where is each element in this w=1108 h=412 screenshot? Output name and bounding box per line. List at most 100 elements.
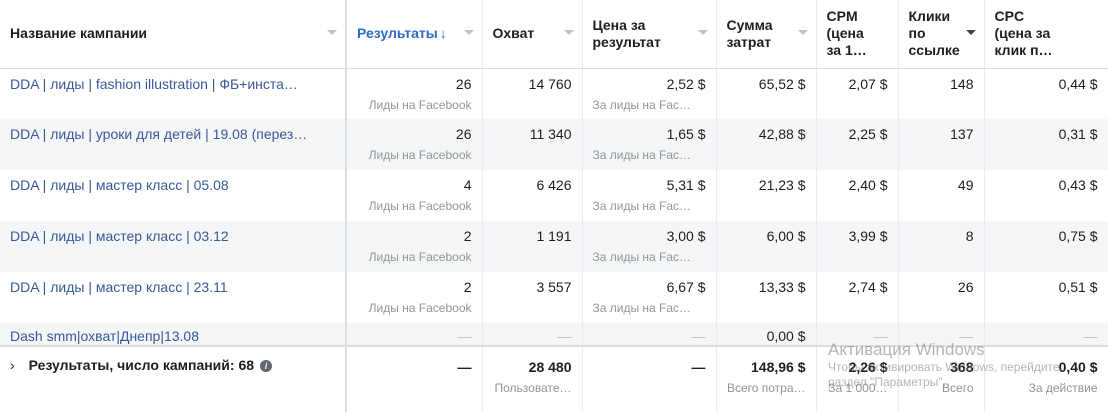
cost-per-result-cell: 2,52 $За лиды на Fac… [582, 68, 716, 119]
cpc-cell: 0,75 $ [984, 221, 1108, 272]
campaign-name-link[interactable]: DDA | лиды | мастер класс | 23.11 [10, 279, 335, 295]
table-row[interactable]: DDA | лиды | мастер класс | 23.11 2 Лиды … [0, 272, 1108, 323]
link-clicks-cell: 8 [898, 221, 984, 272]
summary-cpm-cell: 2,26 $ За 1 000… [816, 346, 898, 412]
reach-cell: 6 426 [482, 170, 582, 221]
summary-cpm-value: 2,26 $ [827, 359, 888, 376]
column-header-cost-per-result[interactable]: Цена за результат [582, 0, 716, 68]
results-value: — [357, 328, 472, 345]
sort-desc-icon[interactable]: ↓ [440, 25, 447, 41]
header-label-line1: CPM [827, 8, 888, 25]
cpm-value: — [827, 328, 888, 345]
header-label: Результаты [357, 25, 438, 41]
results-type: Лиды на Facebook [357, 301, 472, 316]
link-clicks-value: 8 [909, 228, 974, 245]
link-clicks-value: 148 [909, 76, 974, 93]
link-clicks-value: — [909, 328, 974, 345]
cpc-cell: 0,43 $ [984, 170, 1108, 221]
cost-per-result-value: 6,67 $ [593, 279, 706, 296]
summary-amount-spent-value: 148,96 $ [727, 359, 806, 376]
column-header-link-clicks[interactable]: Клики по ссылке [898, 0, 984, 68]
table-row[interactable]: DDA | лиды | уроки для детей | 19.08 (пе… [0, 119, 1108, 170]
column-header-cpc[interactable]: CPC (цена за клик п… [984, 0, 1108, 68]
campaign-name-cell[interactable]: DDA | лиды | fashion illustration | ФБ+и… [0, 68, 346, 119]
summary-cpm-type: За 1 000… [827, 381, 888, 396]
summary-link-clicks-value: 368 [909, 359, 974, 376]
info-icon[interactable]: i [260, 360, 272, 372]
summary-cost-per-result-value: — [593, 359, 706, 376]
cpm-value: 2,40 $ [827, 177, 888, 194]
column-header-campaign-name[interactable]: Название кампании [0, 0, 346, 68]
results-type: Лиды на Facebook [357, 98, 472, 113]
reach-value: 3 557 [493, 279, 572, 296]
header-label-line3: ссылке [909, 42, 974, 59]
chevron-down-icon[interactable] [464, 30, 474, 35]
results-type: Лиды на Facebook [357, 199, 472, 214]
amount-spent-value: 6,00 $ [727, 228, 806, 245]
header-label-line3: клик п… [995, 42, 1108, 59]
results-cell: 26 Лиды на Facebook [346, 119, 482, 170]
campaign-name-cell[interactable]: DDA | лиды | мастер класс | 05.08 [0, 170, 346, 221]
chevron-down-icon[interactable] [564, 30, 574, 35]
campaign-name-link[interactable]: DDA | лиды | уроки для детей | 19.08 (пе… [10, 126, 335, 142]
amount-spent-cell: 6,00 $ [716, 221, 816, 272]
chevron-down-icon[interactable] [966, 30, 976, 35]
amount-spent-value: 65,52 $ [727, 76, 806, 93]
amount-spent-value: 0,00 $ [727, 328, 806, 345]
table-header-row: Название кампании Результаты↓ Охват Цена… [0, 0, 1108, 68]
summary-cost-per-result-cell: — [582, 346, 716, 412]
campaign-name-link[interactable]: DDA | лиды | мастер класс | 05.08 [10, 177, 335, 193]
results-type: Лиды на Facebook [357, 148, 472, 163]
column-header-reach[interactable]: Охват [482, 0, 582, 68]
cost-per-result-value: 5,31 $ [593, 177, 706, 194]
amount-spent-cell: 13,33 $ [716, 272, 816, 323]
cost-per-result-value: 1,65 $ [593, 126, 706, 143]
header-label-line2: (цена за [995, 25, 1108, 42]
amount-spent-cell: 0,00 $ [716, 323, 816, 346]
cpc-value: 0,44 $ [995, 76, 1098, 93]
column-header-results[interactable]: Результаты↓ [346, 0, 482, 68]
campaign-name-cell[interactable]: Dash smm|охват|Днепр|13.08 [0, 323, 346, 346]
amount-spent-cell: 65,52 $ [716, 68, 816, 119]
summary-results-value: — [357, 359, 472, 376]
table-row[interactable]: DDA | лиды | fashion illustration | ФБ+и… [0, 68, 1108, 119]
column-header-amount-spent[interactable]: Сумма затрат [716, 0, 816, 68]
header-label-line1: CPC [995, 8, 1108, 25]
reach-value: 11 340 [493, 126, 572, 143]
campaign-name-link[interactable]: Dash smm|охват|Днепр|13.08 [10, 328, 335, 344]
campaign-name-cell[interactable]: DDA | лиды | мастер класс | 23.11 [0, 272, 346, 323]
reach-value: 1 191 [493, 228, 572, 245]
campaign-name-link[interactable]: DDA | лиды | fashion illustration | ФБ+и… [10, 76, 335, 92]
reach-cell: 1 191 [482, 221, 582, 272]
cpm-value: 2,07 $ [827, 76, 888, 93]
cpc-value: 0,31 $ [995, 126, 1098, 143]
chevron-down-icon[interactable] [798, 30, 808, 35]
cost-per-result-value: 2,52 $ [593, 76, 706, 93]
amount-spent-cell: 21,23 $ [716, 170, 816, 221]
campaign-name-link[interactable]: DDA | лиды | мастер класс | 03.12 [10, 228, 335, 244]
campaign-name-cell[interactable]: DDA | лиды | мастер класс | 03.12 [0, 221, 346, 272]
results-value: 26 [357, 126, 472, 143]
chevron-right-icon[interactable]: › [10, 357, 15, 373]
summary-label: Результаты, число кампаний: 68 [29, 357, 254, 373]
column-header-cpm[interactable]: CPM (цена за 1… [816, 0, 898, 68]
header-label: Охват [493, 25, 572, 42]
summary-label-cell: › Результаты, число кампаний: 68 i [0, 346, 346, 412]
campaign-name-cell[interactable]: DDA | лиды | уроки для детей | 19.08 (пе… [0, 119, 346, 170]
cpm-cell: 2,74 $ [816, 272, 898, 323]
reach-cell: 14 760 [482, 68, 582, 119]
results-value: 2 [357, 279, 472, 296]
chevron-down-icon[interactable] [698, 30, 708, 35]
link-clicks-value: 49 [909, 177, 974, 194]
cost-per-result-cell: — [582, 323, 716, 346]
table-row[interactable]: Dash smm|охват|Днепр|13.08 — — — 0,00 $ … [0, 323, 1108, 346]
cpm-cell: — [816, 323, 898, 346]
summary-cpc-cell: 0,40 $За действие [984, 346, 1108, 412]
amount-spent-value: 13,33 $ [727, 279, 806, 296]
chevron-down-icon[interactable] [327, 30, 337, 35]
